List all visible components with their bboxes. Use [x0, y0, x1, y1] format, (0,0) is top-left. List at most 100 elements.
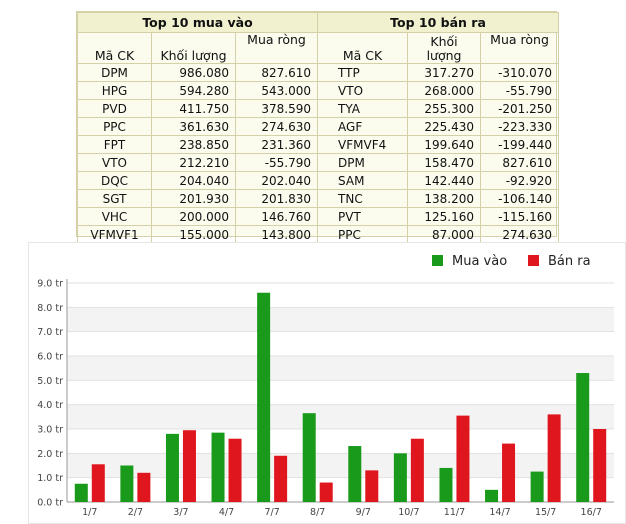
sell-code-cell: DPM — [317, 153, 409, 172]
sell-code-cell: PVT — [317, 207, 409, 226]
buy-net-cell: 143.800 — [234, 225, 319, 244]
buy-net-cell: 827.610 — [234, 63, 319, 82]
buy-bar — [530, 471, 544, 502]
buy-col-volume: Khối lượng — [151, 32, 236, 64]
x-tick-label: 15/7 — [535, 507, 556, 518]
sell-volume-cell: 199.640 — [407, 135, 482, 154]
buy-volume-cell: 212.210 — [151, 153, 236, 172]
volume-chart: 0.0 tr 1.0 tr 2.0 tr 3.0 tr 4.0 tr 5.0 tr 6.0 … — [28, 242, 626, 524]
chart-svg: 0.0 tr 1.0 tr 2.0 tr 3.0 tr 4.0 tr 5.0 tr 6.0 … — [28, 242, 626, 524]
sell-code-cell: TTP — [317, 63, 409, 82]
sell-code-cell: VTO — [317, 81, 409, 100]
buy-bar — [165, 433, 179, 502]
buy-bar — [211, 432, 225, 502]
table-row: HPG 594.280 543.000 VTO 268.000 -55.790 — [77, 81, 560, 100]
sell-volume-cell: 255.300 — [407, 99, 482, 118]
sell-code-cell: AGF — [317, 117, 409, 136]
sell-bar — [91, 464, 105, 502]
sell-net-cell: -106.140 — [480, 189, 560, 208]
sell-code-cell: SAM — [317, 171, 409, 190]
buy-volume-cell: 411.750 — [151, 99, 236, 118]
buy-bar — [393, 453, 407, 502]
buy-code-cell: FPT — [77, 135, 152, 154]
table-row: VTO 212.210 -55.790 DPM 158.470 827.610 — [77, 153, 560, 172]
buy-net-cell: 146.760 — [234, 207, 319, 226]
buy-bar — [485, 489, 499, 502]
sell-bar — [502, 443, 516, 502]
sell-col-code: Mã CK — [317, 32, 409, 64]
sell-volume-cell: 138.200 — [407, 189, 482, 208]
y-tick-label: 1.0 tr — [37, 473, 63, 484]
sell-net-cell: -223.330 — [480, 117, 560, 136]
x-tick-label: 1/7 — [82, 507, 97, 518]
y-tick-label: 9.0 tr — [37, 279, 63, 290]
sell-bar — [365, 470, 379, 502]
buy-net-cell: 231.360 — [234, 135, 319, 154]
sell-bar — [228, 438, 242, 502]
buy-bar — [302, 413, 316, 502]
y-tick-label: 4.0 tr — [37, 400, 63, 411]
sell-bar — [274, 455, 288, 502]
y-tick-label: 5.0 tr — [37, 376, 63, 387]
sell-code-cell: VFMVF4 — [317, 135, 409, 154]
buy-bar — [257, 292, 271, 502]
buy-bar — [439, 467, 453, 502]
buy-net-cell: 378.590 — [234, 99, 319, 118]
sell-bar — [137, 472, 151, 502]
buy-volume-cell: 986.080 — [151, 63, 236, 82]
y-tick-label: 8.0 tr — [37, 303, 63, 314]
y-tick-label: 0.0 tr — [37, 498, 63, 509]
x-tick-label: 16/7 — [581, 507, 602, 518]
sell-col-volume: Khối lượng — [407, 32, 482, 64]
sell-bar — [319, 482, 333, 502]
sell-volume-cell: 158.470 — [407, 153, 482, 172]
legend-buy-swatch — [432, 255, 443, 266]
buy-volume-cell: 155.000 — [151, 225, 236, 244]
buy-volume-cell: 204.040 — [151, 171, 236, 190]
buy-volume-cell: 200.000 — [151, 207, 236, 226]
sell-volume-cell: 268.000 — [407, 81, 482, 100]
x-tick-label: 14/7 — [489, 507, 510, 518]
buy-code-cell: HPG — [77, 81, 152, 100]
sell-net-cell: 827.610 — [480, 153, 560, 172]
x-tick-label: 11/7 — [444, 507, 465, 518]
sell-net-cell: -310.070 — [480, 63, 560, 82]
table-row: SGT 201.930 201.830 TNC 138.200 -106.140 — [77, 189, 560, 208]
y-tick-label: 7.0 tr — [37, 327, 63, 338]
buy-bar — [576, 373, 590, 502]
buy-net-cell: 201.830 — [234, 189, 319, 208]
buy-code-cell: DPM — [77, 63, 152, 82]
sell-volume-cell: 317.270 — [407, 63, 482, 82]
table-row: FPT 238.850 231.360 VFMVF4 199.640 -199.440 — [77, 135, 560, 154]
buy-volume-cell: 201.930 — [151, 189, 236, 208]
grid-band — [67, 307, 614, 332]
sell-net-cell: -115.160 — [480, 207, 560, 226]
buy-col-net: Mua ròng — [234, 32, 319, 64]
buy-volume-cell: 238.850 — [151, 135, 236, 154]
top10-tables: Top 10 mua vào Top 10 bán ra Mã CK Khối … — [76, 11, 560, 244]
legend-buy-label: Mua vào — [452, 254, 507, 269]
sell-net-cell: -201.250 — [480, 99, 560, 118]
y-tick-label: 3.0 tr — [37, 425, 63, 436]
legend-sell-label: Bán ra — [548, 254, 591, 269]
buy-bar — [74, 483, 88, 502]
sell-code-cell: PPC — [317, 225, 409, 244]
x-tick-label: 8/7 — [310, 507, 325, 518]
sell-col-volume-word2: lượng — [426, 48, 462, 63]
buy-bar — [348, 446, 362, 502]
table-row: DQC 204.040 202.040 SAM 142.440 -92.920 — [77, 171, 560, 190]
legend-sell-swatch — [528, 255, 539, 266]
buy-table-title: Top 10 mua vào — [76, 12, 319, 33]
buy-code-cell: DQC — [77, 171, 152, 190]
top10-table: Top 10 mua vào Top 10 bán ra Mã CK Khối … — [76, 12, 560, 244]
table-row: VHC 200.000 146.760 PVT 125.160 -115.160 — [77, 207, 560, 226]
grid-band — [67, 453, 614, 478]
x-tick-label: 2/7 — [128, 507, 143, 518]
buy-code-cell: SGT — [77, 189, 152, 208]
sell-col-net: Mua ròng — [480, 32, 560, 64]
sell-bar — [410, 438, 424, 502]
sell-bar — [182, 430, 196, 502]
x-tick-label: 10/7 — [398, 507, 419, 518]
buy-volume-cell: 361.630 — [151, 117, 236, 136]
buy-net-cell: 274.630 — [234, 117, 319, 136]
